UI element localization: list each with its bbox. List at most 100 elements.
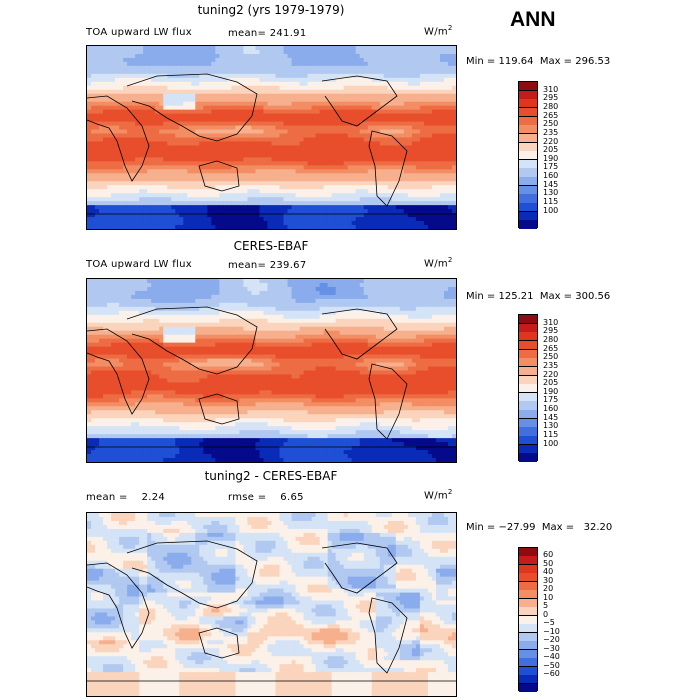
map-cell xyxy=(207,213,212,218)
map-cell xyxy=(131,117,136,123)
map-cell xyxy=(415,201,421,206)
map-cell xyxy=(119,133,124,139)
map-cell xyxy=(235,77,241,83)
map-cell xyxy=(163,137,168,143)
map-cell xyxy=(403,149,409,155)
map-cell xyxy=(411,169,417,174)
map-cell xyxy=(423,117,429,123)
map-cell xyxy=(95,298,100,304)
map-cell xyxy=(115,93,120,99)
map-cell xyxy=(191,133,196,139)
map-cell xyxy=(359,169,365,174)
map-cell xyxy=(427,294,433,300)
map-cell xyxy=(247,189,253,194)
map-cell xyxy=(139,165,144,170)
map-cell xyxy=(127,137,132,143)
map-cell xyxy=(331,201,337,206)
map-cell xyxy=(215,201,220,206)
map-cell xyxy=(327,302,333,308)
map-cell xyxy=(115,294,120,300)
map-cell xyxy=(355,169,361,174)
map-cell xyxy=(427,53,433,59)
map-cell xyxy=(439,85,445,91)
map-cell xyxy=(231,201,236,206)
map-cell xyxy=(195,129,200,135)
map-cell xyxy=(251,290,257,296)
map-cell xyxy=(151,53,156,59)
map-cell xyxy=(235,185,241,190)
map-cell xyxy=(295,69,301,75)
map-cell xyxy=(443,125,449,131)
map-cell xyxy=(367,85,373,91)
map-cell xyxy=(451,153,456,158)
map-cell xyxy=(411,85,417,91)
map-cell xyxy=(375,145,381,151)
map-cell xyxy=(319,161,325,166)
map-cell xyxy=(223,298,228,304)
map-cell xyxy=(419,173,425,178)
map-cell xyxy=(231,189,236,194)
map-cell xyxy=(343,181,349,186)
map-cell xyxy=(419,225,425,229)
map-cell xyxy=(123,290,128,296)
map-cell xyxy=(231,169,236,174)
map-cell xyxy=(415,169,421,174)
map-cell xyxy=(303,181,309,186)
map-cell xyxy=(87,93,92,99)
map-cell xyxy=(251,113,257,119)
map-cell xyxy=(383,57,389,63)
map-cell xyxy=(103,298,108,304)
map-cell xyxy=(327,177,333,182)
map-cell xyxy=(163,97,168,103)
map-cell xyxy=(187,85,192,91)
map-cell xyxy=(399,161,405,166)
map-cell xyxy=(103,105,108,111)
map-cell xyxy=(431,97,437,103)
map-cell xyxy=(227,197,232,202)
map-cell xyxy=(247,157,253,162)
map-cell xyxy=(215,209,220,214)
map-cell xyxy=(335,65,341,71)
map-cell xyxy=(115,225,120,229)
map-cell xyxy=(303,185,309,190)
map-cell xyxy=(399,149,405,155)
map-cell xyxy=(439,189,445,194)
map-cell xyxy=(95,213,100,218)
map-cell xyxy=(363,185,369,190)
map-cell xyxy=(403,209,409,214)
map-cell xyxy=(251,49,257,55)
map-cell xyxy=(195,141,200,147)
panel-1-minmax: Min = 119.64 Max = 296.53 xyxy=(466,56,611,67)
map-cell xyxy=(231,73,236,79)
map-cell xyxy=(363,113,369,119)
map-cell xyxy=(147,125,152,131)
map-cell xyxy=(251,189,257,194)
map-cell xyxy=(359,53,365,59)
map-cell xyxy=(335,282,341,288)
map-cell xyxy=(95,89,100,95)
map-cell xyxy=(123,306,128,312)
map-cell xyxy=(131,49,136,55)
colorbar-tick-label: 295 xyxy=(543,93,559,103)
map-cell xyxy=(327,117,333,123)
map-cell xyxy=(135,294,140,300)
map-cell xyxy=(183,209,188,214)
map-cell xyxy=(307,73,313,79)
map-cell xyxy=(151,169,156,174)
map-cell xyxy=(263,193,269,198)
map-cell xyxy=(423,302,429,308)
map-cell xyxy=(175,189,180,194)
map-cell xyxy=(163,185,168,190)
map-cell xyxy=(187,306,192,312)
map-cell xyxy=(375,113,381,119)
map-cell xyxy=(95,69,100,75)
map-cell xyxy=(359,185,365,190)
map-cell xyxy=(283,181,289,186)
map-cell xyxy=(287,161,293,166)
map-cell xyxy=(167,209,172,214)
map-cell xyxy=(219,93,224,99)
map-cell xyxy=(379,141,385,147)
map-cell xyxy=(307,165,313,170)
map-cell xyxy=(339,225,345,229)
map-cell xyxy=(259,213,265,218)
